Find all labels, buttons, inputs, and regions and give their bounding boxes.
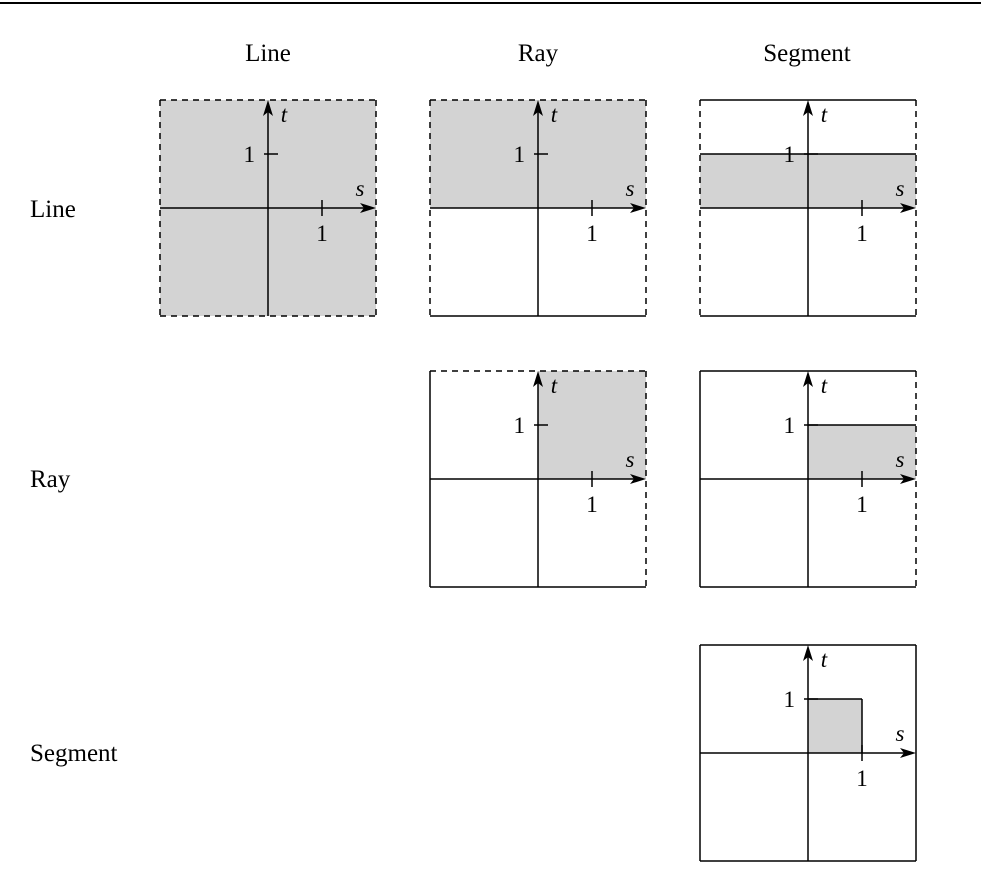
s-tick-label: 1 xyxy=(856,492,868,517)
s-axis-arrow-icon xyxy=(630,203,646,213)
s-axis-arrow-icon xyxy=(900,203,916,213)
t-tick-label: 1 xyxy=(514,413,526,438)
t-axis-label: t xyxy=(551,373,558,398)
row-label-segment: Segment xyxy=(30,740,118,767)
t-axis-label: t xyxy=(551,102,558,127)
t-axis-label: t xyxy=(281,102,288,127)
column-header-ray: Ray xyxy=(517,40,559,67)
shaded-region xyxy=(808,425,916,479)
t-tick-label: 1 xyxy=(784,687,796,712)
shaded-region xyxy=(538,371,646,479)
s-axis-label: s xyxy=(356,176,365,201)
t-axis-arrow-icon xyxy=(803,371,813,387)
s-tick-label: 1 xyxy=(856,766,868,791)
column-header-line: Line xyxy=(245,40,291,67)
shaded-region xyxy=(808,699,862,753)
row-label-line: Line xyxy=(30,196,76,223)
t-axis-label: t xyxy=(821,102,828,127)
panel-segment-segment: 1 1 s t xyxy=(699,644,917,862)
column-header-segment: Segment xyxy=(763,40,851,67)
s-axis-arrow-icon xyxy=(900,474,916,484)
panel-line-line: 1 1 s t xyxy=(159,99,377,317)
s-axis-arrow-icon xyxy=(630,474,646,484)
s-axis-arrow-icon xyxy=(360,203,376,213)
s-axis-label: s xyxy=(626,447,635,472)
s-tick-label: 1 xyxy=(586,221,598,246)
t-axis-arrow-icon xyxy=(803,645,813,661)
t-tick-label: 1 xyxy=(514,142,526,167)
t-axis-label: t xyxy=(821,647,828,672)
row-label-ray: Ray xyxy=(30,466,71,493)
top-rule xyxy=(0,2,981,4)
t-axis-arrow-icon xyxy=(533,371,543,387)
t-axis-arrow-icon xyxy=(803,100,813,116)
s-axis-label: s xyxy=(896,721,905,746)
s-tick-label: 1 xyxy=(856,221,868,246)
panel-ray-segment: 1 1 s t xyxy=(699,370,917,588)
panel-line-segment: 1 1 s t xyxy=(699,99,917,317)
s-axis-label: s xyxy=(896,176,905,201)
s-axis-arrow-icon xyxy=(900,748,916,758)
t-tick-label: 1 xyxy=(784,142,796,167)
s-axis-label: s xyxy=(896,447,905,472)
s-axis-label: s xyxy=(626,176,635,201)
s-tick-label: 1 xyxy=(316,221,328,246)
t-tick-label: 1 xyxy=(244,142,256,167)
t-tick-label: 1 xyxy=(784,413,796,438)
t-axis-label: t xyxy=(821,373,828,398)
s-tick-label: 1 xyxy=(586,492,598,517)
panel-line-ray: 1 1 s t xyxy=(429,99,647,317)
t-axis-arrow-icon xyxy=(533,100,543,116)
t-axis-arrow-icon xyxy=(263,100,273,116)
panel-ray-ray: 1 1 s t xyxy=(429,370,647,588)
